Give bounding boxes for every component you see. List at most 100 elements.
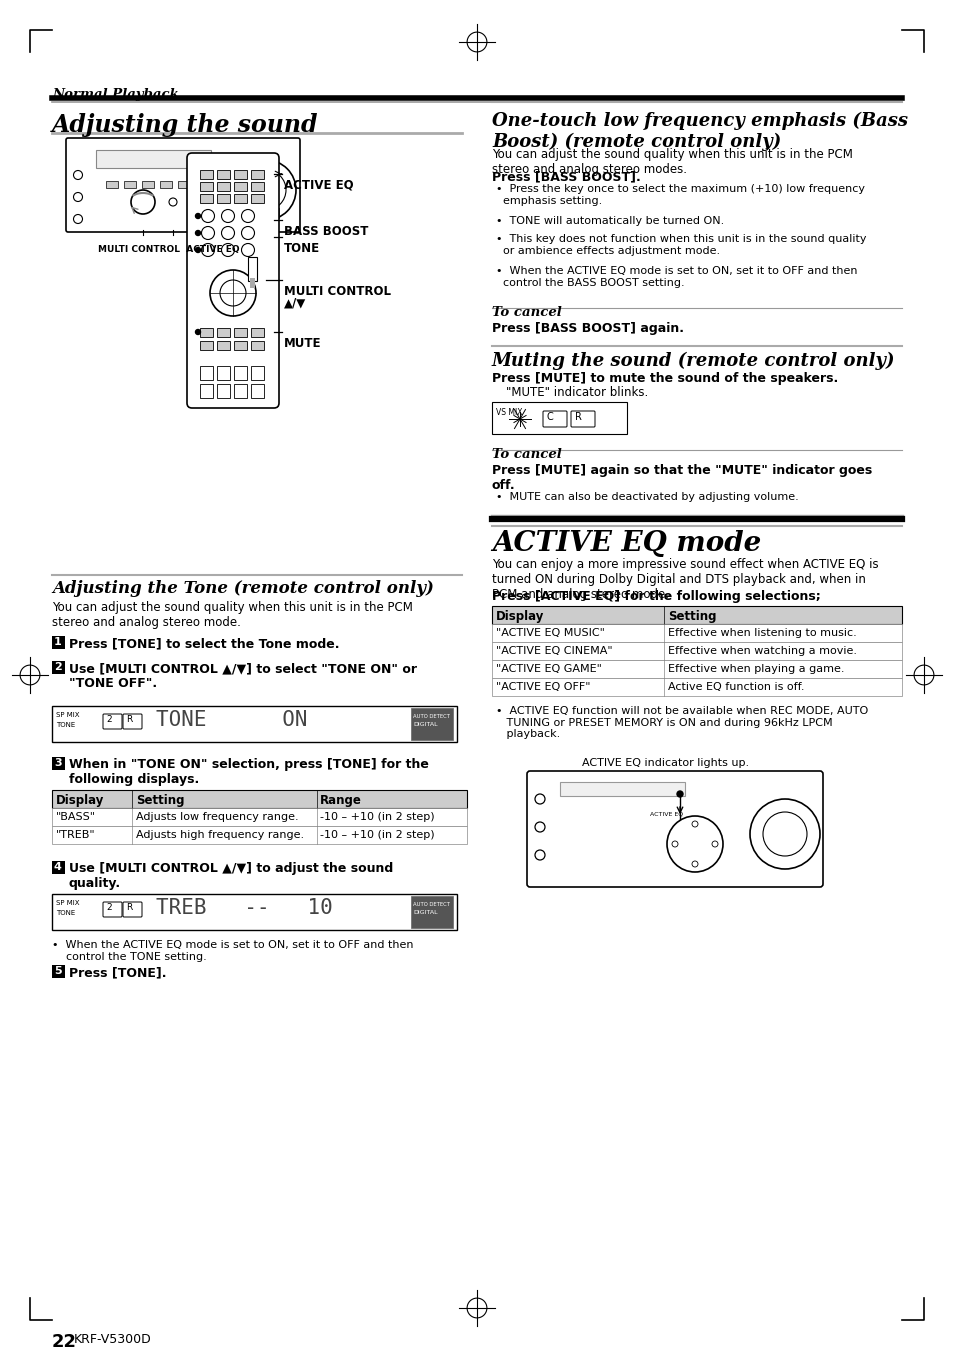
Bar (233, 366, 247, 379)
Text: 2: 2 (106, 716, 112, 724)
Text: 5: 5 (54, 967, 62, 976)
Bar (559, 782, 684, 796)
Text: Press [MUTE] again so that the "MUTE" indicator goes
off.: Press [MUTE] again so that the "MUTE" in… (492, 464, 871, 491)
Text: Use [MULTI CONTROL ▲/▼] to adjust the sound
quality.: Use [MULTI CONTROL ▲/▼] to adjust the so… (69, 863, 393, 890)
Bar (216, 170, 230, 180)
FancyBboxPatch shape (103, 714, 122, 729)
Text: 2: 2 (54, 662, 62, 672)
Bar (160, 181, 172, 188)
Text: Effective when playing a game.: Effective when playing a game. (667, 664, 843, 674)
Text: Use [MULTI CONTROL ▲/▼] to select "TONE ON" or
"TONE OFF".: Use [MULTI CONTROL ▲/▼] to select "TONE … (69, 662, 416, 690)
Text: Effective when listening to music.: Effective when listening to music. (667, 628, 856, 639)
Text: To cancel: To cancel (492, 306, 561, 319)
Text: One-touch low frequency emphasis (Bass
Boost) (remote control only): One-touch low frequency emphasis (Bass B… (492, 112, 907, 151)
FancyBboxPatch shape (103, 902, 122, 917)
Bar (216, 383, 230, 398)
Text: 3: 3 (54, 757, 62, 768)
Text: "MUTE" indicator blinks.: "MUTE" indicator blinks. (505, 386, 648, 400)
Text: Setting: Setting (667, 610, 716, 622)
Text: VS MIX: VS MIX (496, 408, 522, 417)
Bar (251, 328, 264, 338)
Bar (52, 706, 456, 743)
Bar (243, 208, 253, 217)
Text: "ACTIVE EQ GAME": "ACTIVE EQ GAME" (496, 664, 601, 674)
Text: To cancel: To cancel (492, 448, 561, 460)
Bar (124, 181, 136, 188)
Text: Press [MUTE] to mute the sound of the speakers.: Press [MUTE] to mute the sound of the sp… (492, 373, 838, 385)
Text: AUTO DETECT: AUTO DETECT (413, 902, 450, 907)
Bar (233, 194, 247, 202)
Text: Press [TONE] to select the Tone mode.: Press [TONE] to select the Tone mode. (69, 637, 339, 649)
Text: Press [TONE].: Press [TONE]. (69, 967, 167, 979)
Bar (233, 383, 247, 398)
Text: "ACTIVE EQ OFF": "ACTIVE EQ OFF" (496, 682, 590, 693)
Circle shape (195, 231, 200, 235)
Text: ACTIVE EQ indicator lights up.: ACTIVE EQ indicator lights up. (581, 757, 748, 768)
Bar (492, 606, 901, 624)
Bar (251, 194, 264, 202)
Text: ACTIVE EQ: ACTIVE EQ (284, 180, 354, 192)
Text: AUTO DETECT: AUTO DETECT (413, 714, 450, 720)
Bar (223, 174, 233, 182)
Text: Adjusting the sound: Adjusting the sound (52, 113, 318, 136)
Text: KRF-V5300D: KRF-V5300D (74, 1332, 152, 1346)
Bar (251, 366, 264, 379)
Bar (251, 174, 261, 182)
Text: DIGITAL: DIGITAL (413, 910, 437, 915)
Text: Setting: Setting (136, 794, 184, 807)
Text: R: R (126, 903, 132, 913)
Text: Muting the sound (remote control only): Muting the sound (remote control only) (492, 352, 895, 370)
Bar (52, 636, 65, 649)
Bar (492, 678, 901, 697)
Text: TREB   --   10: TREB -- 10 (156, 898, 333, 918)
Bar (200, 182, 213, 190)
Text: Press [BASS BOOST] again.: Press [BASS BOOST] again. (492, 323, 683, 335)
Bar (216, 328, 230, 338)
Circle shape (195, 213, 200, 219)
Bar (52, 861, 65, 873)
Bar (251, 383, 264, 398)
FancyBboxPatch shape (526, 771, 822, 887)
Text: TONE      ON: TONE ON (156, 710, 307, 730)
Bar (52, 965, 65, 977)
Bar (492, 643, 901, 660)
Text: R: R (575, 412, 581, 423)
Text: Range: Range (319, 794, 361, 807)
Bar (269, 208, 278, 217)
FancyBboxPatch shape (66, 138, 299, 232)
Text: TONE: TONE (56, 722, 75, 728)
Text: Display: Display (56, 794, 104, 807)
Bar (411, 707, 453, 740)
Bar (178, 181, 190, 188)
Bar (200, 170, 213, 180)
Text: Normal Playback: Normal Playback (52, 88, 178, 101)
Bar (106, 181, 118, 188)
Text: "ACTIVE EQ MUSIC": "ACTIVE EQ MUSIC" (496, 628, 604, 639)
Bar (52, 757, 65, 769)
Bar (96, 150, 211, 167)
Text: •  MUTE can also be deactivated by adjusting volume.: • MUTE can also be deactivated by adjust… (496, 491, 798, 502)
Text: -10 – +10 (in 2 step): -10 – +10 (in 2 step) (319, 811, 435, 822)
Bar (251, 170, 264, 180)
Text: 22: 22 (52, 1332, 77, 1350)
Bar (236, 174, 247, 182)
Bar (255, 208, 266, 217)
Bar (251, 342, 264, 350)
Bar (251, 182, 264, 190)
Text: Adjusts low frequency range.: Adjusts low frequency range. (136, 811, 298, 822)
Text: -10 – +10 (in 2 step): -10 – +10 (in 2 step) (319, 830, 435, 840)
Text: •  ACTIVE EQ function will not be available when REC MODE, AUTO
   TUNING or PRE: • ACTIVE EQ function will not be availab… (496, 706, 867, 740)
Text: You can enjoy a more impressive sound effect when ACTIVE EQ is
turned ON during : You can enjoy a more impressive sound ef… (492, 558, 878, 601)
Bar (216, 194, 230, 202)
FancyBboxPatch shape (123, 714, 142, 729)
Text: Adjusts high frequency range.: Adjusts high frequency range. (136, 830, 304, 840)
Bar (52, 790, 467, 809)
Text: •  This key does not function when this unit is in the sound quality
  or ambien: • This key does not function when this u… (496, 234, 865, 255)
Text: When in "TONE ON" selection, press [TONE] for the
following displays.: When in "TONE ON" selection, press [TONE… (69, 757, 429, 786)
Text: You can adjust the sound quality when this unit is in the PCM
stereo and analog : You can adjust the sound quality when th… (492, 148, 852, 176)
Text: SP MIX: SP MIX (56, 900, 79, 906)
Text: TONE: TONE (56, 910, 75, 917)
Text: ACTIVE EQ: ACTIVE EQ (649, 811, 682, 817)
Text: DIGITAL: DIGITAL (413, 722, 437, 728)
Circle shape (195, 329, 200, 335)
